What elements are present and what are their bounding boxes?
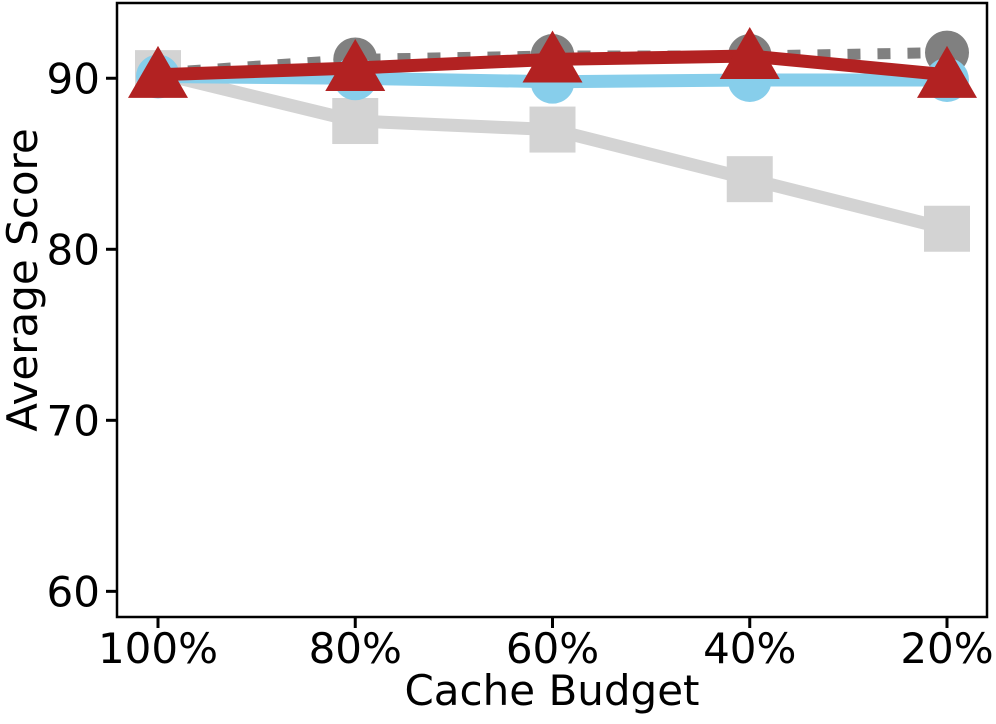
marker-square-lightgray-solid-squares <box>924 205 970 252</box>
x-tick-label: 40% <box>703 624 796 673</box>
x-axis-label: Cache Budget <box>404 666 700 715</box>
y-tick-label: 80 <box>47 225 100 274</box>
marker-square-lightgray-solid-squares <box>529 106 576 153</box>
marker-triangle-firebrick-solid-triangles <box>325 38 386 91</box>
marker-triangle-firebrick-solid-triangles <box>128 45 188 98</box>
x-tick-label: 20% <box>900 624 993 673</box>
y-tick-label: 60 <box>47 567 100 616</box>
marker-square-lightgray-solid-squares <box>726 156 773 203</box>
marker-triangle-firebrick-solid-triangles <box>719 27 780 80</box>
x-tick-label: 100% <box>98 624 218 673</box>
x-tick-label: 60% <box>506 624 599 673</box>
marker-triangle-firebrick-solid-triangles <box>917 45 977 98</box>
y-tick-label: 90 <box>47 54 100 103</box>
y-axis-label: Average Score <box>0 128 47 432</box>
x-tick-label: 80% <box>309 624 402 673</box>
marker-triangle-firebrick-solid-triangles <box>522 30 583 83</box>
y-tick-label: 70 <box>47 396 100 445</box>
marker-square-lightgray-solid-squares <box>332 98 379 145</box>
